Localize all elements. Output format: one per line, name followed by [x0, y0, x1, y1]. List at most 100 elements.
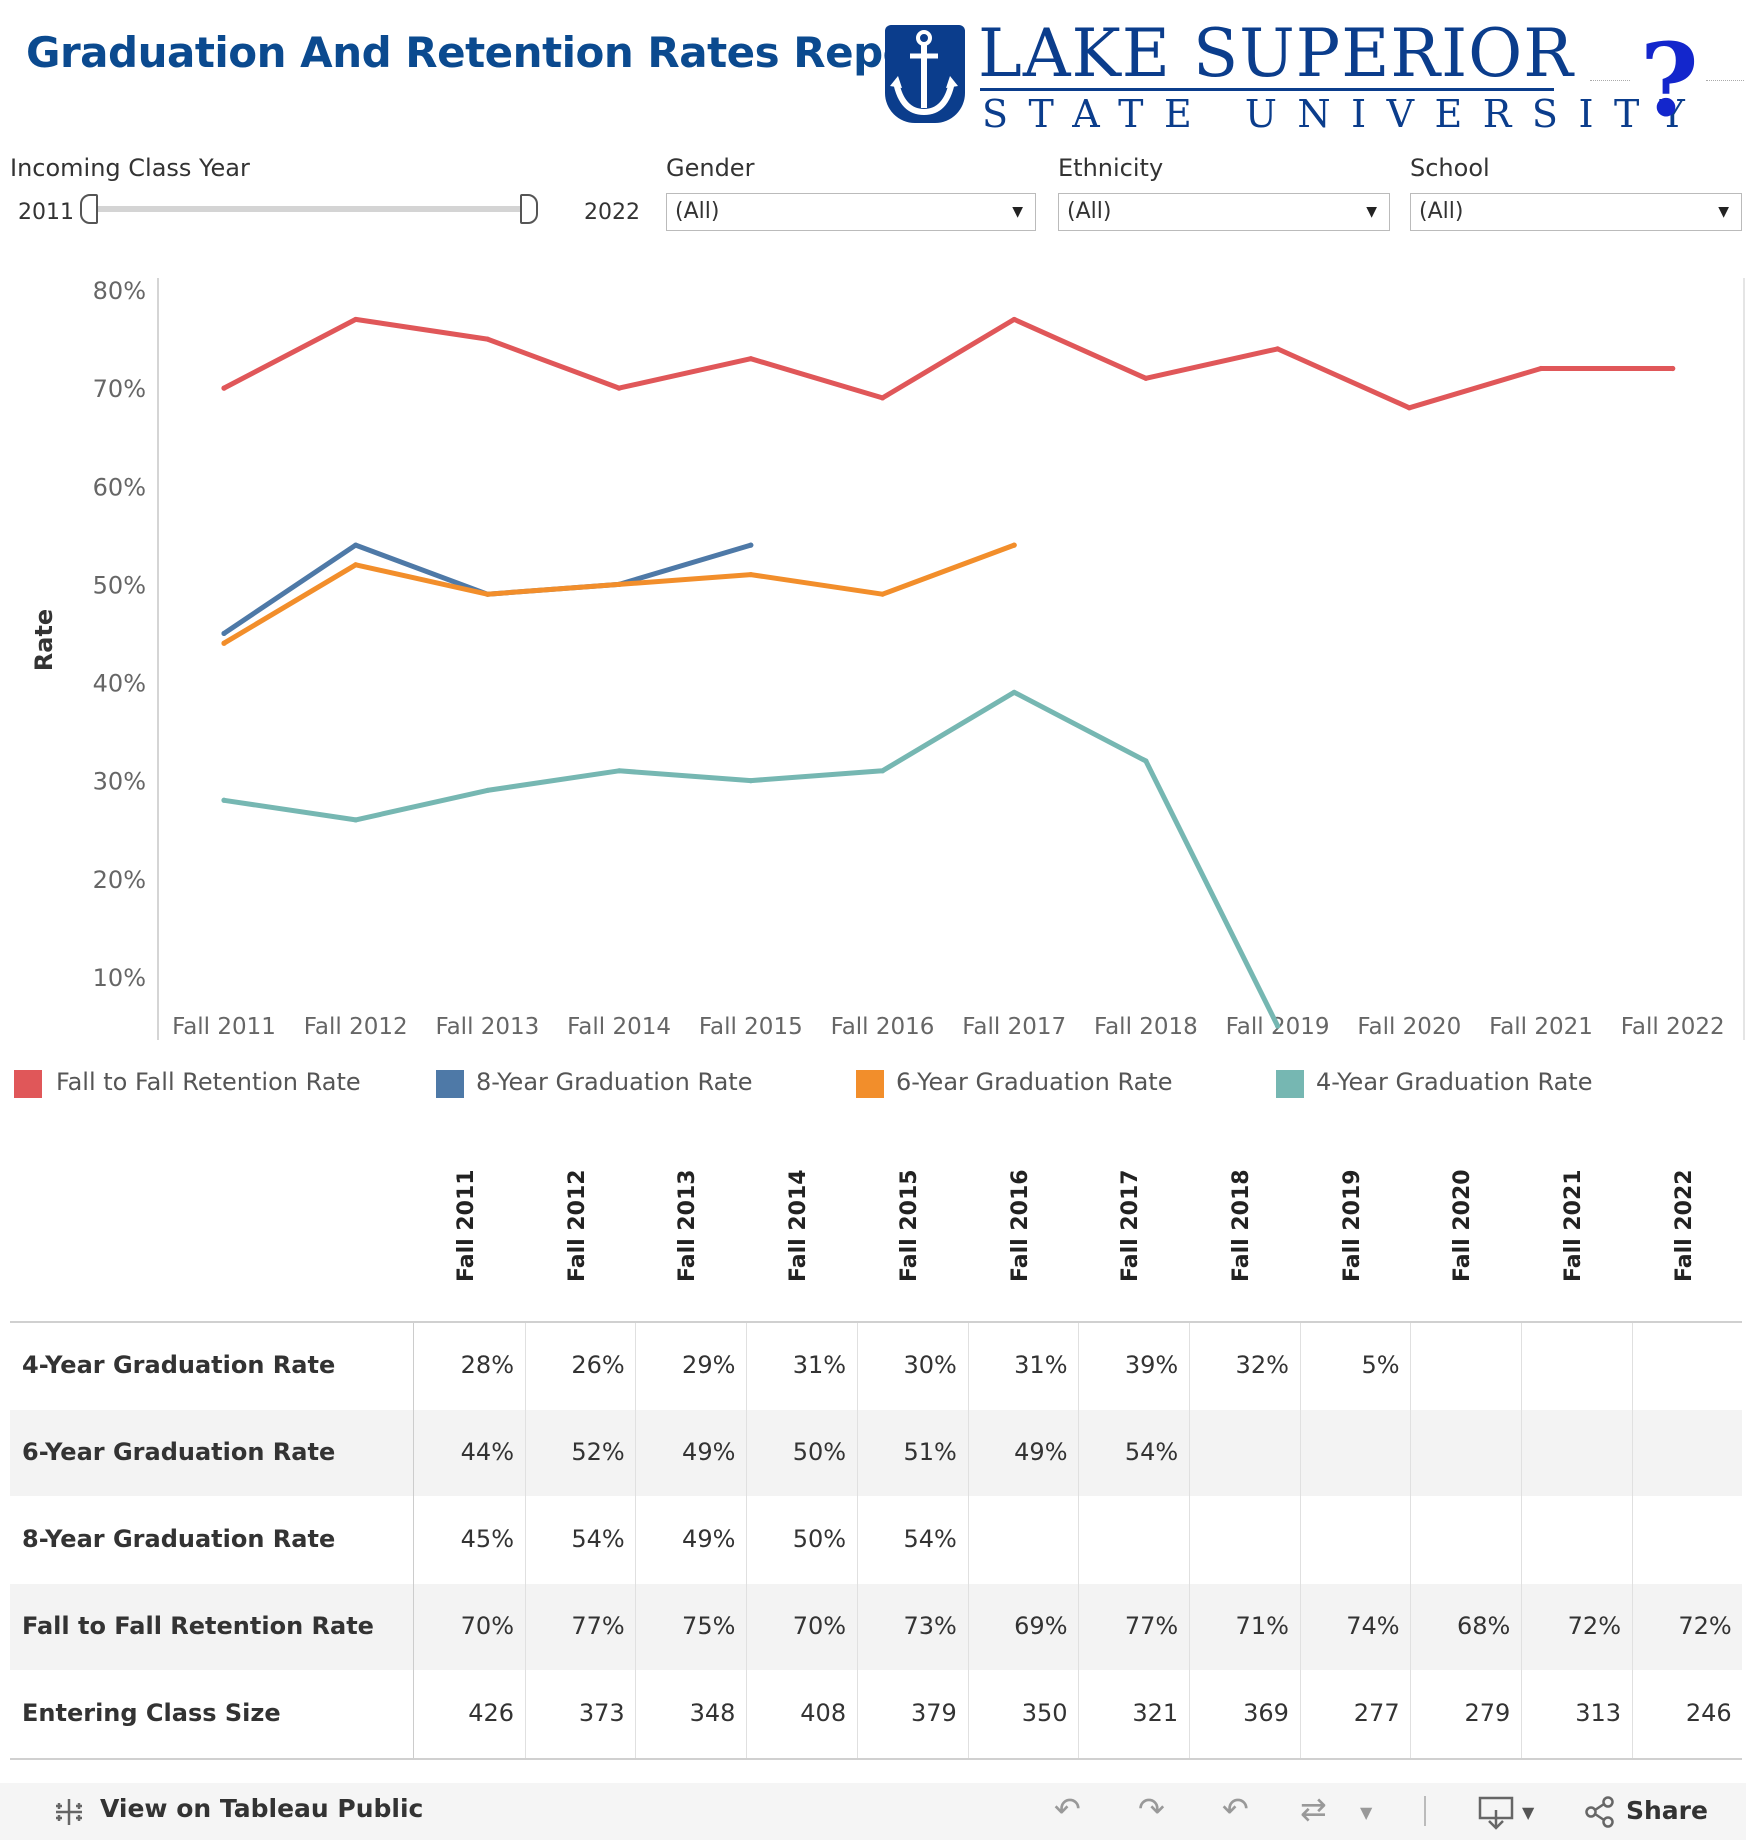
table-cell: 70%	[460, 1612, 514, 1640]
legend-label-6yr: 6-Year Graduation Rate	[896, 1068, 1173, 1096]
data-point	[616, 768, 622, 774]
data-point	[484, 591, 490, 597]
x-tick-label: Fall 2015	[699, 1014, 803, 1040]
column-header: Fall 2015	[896, 1169, 922, 1282]
data-point	[1275, 346, 1281, 352]
data-point	[1011, 542, 1017, 548]
column-header: Fall 2019	[1339, 1169, 1365, 1282]
table-cell: 69%	[1014, 1612, 1068, 1640]
data-point	[353, 542, 359, 548]
class-year-label: Incoming Class Year	[10, 154, 250, 182]
row-label: Fall to Fall Retention Rate	[22, 1612, 374, 1640]
y-tick-label: 60%	[93, 473, 146, 501]
table-cell: 426	[468, 1699, 514, 1727]
data-point	[1670, 365, 1676, 372]
share-icon[interactable]	[1584, 1796, 1616, 1828]
column-header: Fall 2016	[1007, 1169, 1033, 1282]
label-column-divider	[413, 1323, 414, 1758]
column-header: Fall 2020	[1450, 1169, 1476, 1282]
undo-icon[interactable]: ↶	[1054, 1790, 1081, 1828]
table-top-border	[10, 1321, 1742, 1323]
page-title: Graduation And Retention Rates Report	[26, 28, 951, 77]
class-year-min: 2011	[18, 200, 74, 225]
legend-swatch-retention	[14, 1070, 42, 1098]
data-point	[748, 542, 754, 548]
chevron-down-icon[interactable]: ▼	[1522, 1803, 1535, 1822]
class-year-slider-track[interactable]	[90, 206, 532, 212]
school-dropdown[interactable]: (All) ▼	[1410, 193, 1742, 231]
class-year-slider-max-handle[interactable]	[520, 194, 538, 224]
table-cell: 77%	[571, 1612, 625, 1640]
table-cell: 49%	[682, 1525, 736, 1553]
table-cell: 246	[1685, 1699, 1732, 1727]
column-header: Fall 2018	[1228, 1169, 1254, 1282]
data-point	[484, 787, 490, 794]
table-cell: 5%	[1361, 1351, 1400, 1379]
table-cell: 39%	[1124, 1351, 1179, 1379]
view-on-tableau-link[interactable]: View on Tableau Public	[100, 1794, 424, 1823]
data-point	[748, 571, 754, 578]
table-cell: 369	[1243, 1699, 1289, 1727]
data-point	[1143, 375, 1149, 381]
table-row	[10, 1497, 1742, 1583]
gender-dropdown[interactable]: (All) ▼	[666, 193, 1036, 231]
logo-line2: STATE UNIVERSITY	[982, 92, 1706, 136]
revert-icon[interactable]: ↶	[1222, 1790, 1249, 1828]
data-point	[221, 640, 227, 646]
anchor-icon	[890, 30, 958, 116]
x-tick-label: Fall 2020	[1357, 1014, 1461, 1040]
y-tick-label: 20%	[93, 866, 146, 894]
table-cell: 29%	[682, 1351, 736, 1379]
table-cell: 31%	[792, 1351, 847, 1379]
redo-icon[interactable]: ↷	[1138, 1790, 1165, 1828]
data-point	[353, 562, 359, 568]
legend-swatch-8yr	[436, 1070, 464, 1098]
x-tick-label: Fall 2014	[567, 1014, 671, 1040]
column-header: Fall 2021	[1561, 1169, 1586, 1282]
chevron-down-icon[interactable]: ▼	[1360, 1803, 1373, 1822]
table-cell: 379	[910, 1699, 957, 1727]
data-table: Fall 2011 Fall 2012 Fall 2013 Fall 2014 Fall…	[10, 1169, 1742, 1760]
column-divider	[746, 1323, 748, 1758]
x-tick-label: Fall 2016	[831, 1014, 935, 1040]
table-cell: 31%	[1014, 1351, 1068, 1379]
column-divider	[1410, 1323, 1412, 1758]
line-chart: 10% 20% 30% 40% 50% 60% 70% 80% Rate Fall 2011 Fal…	[30, 277, 1745, 1040]
column-header: Fall 2017	[1118, 1169, 1144, 1282]
school-value: (All)	[1419, 199, 1464, 224]
column-header: Fall 2012	[564, 1169, 590, 1282]
tableau-icon	[56, 1799, 82, 1825]
table-cell: 348	[689, 1699, 736, 1727]
data-point	[748, 778, 754, 784]
table-cell: 71%	[1235, 1612, 1289, 1640]
divider	[1590, 80, 1630, 81]
class-year-slider-min-handle[interactable]	[80, 194, 98, 224]
download-icon[interactable]	[1478, 1796, 1514, 1830]
row-label: 6-Year Graduation Rate	[22, 1438, 336, 1466]
table-row	[10, 1323, 1742, 1409]
table-bottom-border	[10, 1758, 1742, 1760]
data-point	[484, 336, 490, 342]
table-cell: 51%	[903, 1438, 957, 1466]
table-cell: 70%	[792, 1612, 847, 1640]
row-label: 8-Year Graduation Rate	[22, 1525, 336, 1553]
share-button[interactable]: Share	[1626, 1796, 1708, 1825]
table-cell: 68%	[1456, 1612, 1511, 1640]
pause-icon[interactable]: ⇄	[1300, 1790, 1327, 1828]
data-point	[1406, 405, 1412, 411]
column-divider	[967, 1323, 969, 1758]
table-cell: 54%	[1124, 1438, 1179, 1466]
table-cell: 321	[1132, 1699, 1179, 1727]
table-cell: 30%	[903, 1351, 957, 1379]
data-point	[616, 385, 622, 391]
data-point	[1011, 689, 1017, 695]
data-point	[221, 630, 227, 637]
ethnicity-dropdown[interactable]: (All) ▼	[1058, 193, 1390, 231]
table-cell: 45%	[460, 1525, 514, 1553]
data-point	[1011, 316, 1017, 323]
logo-line1: LAKE SUPERIOR	[978, 15, 1574, 92]
table-cell: 72%	[1678, 1612, 1732, 1640]
table-cell: 54%	[571, 1525, 625, 1553]
help-icon[interactable]: ?	[1640, 21, 1699, 139]
data-point	[1143, 758, 1149, 764]
